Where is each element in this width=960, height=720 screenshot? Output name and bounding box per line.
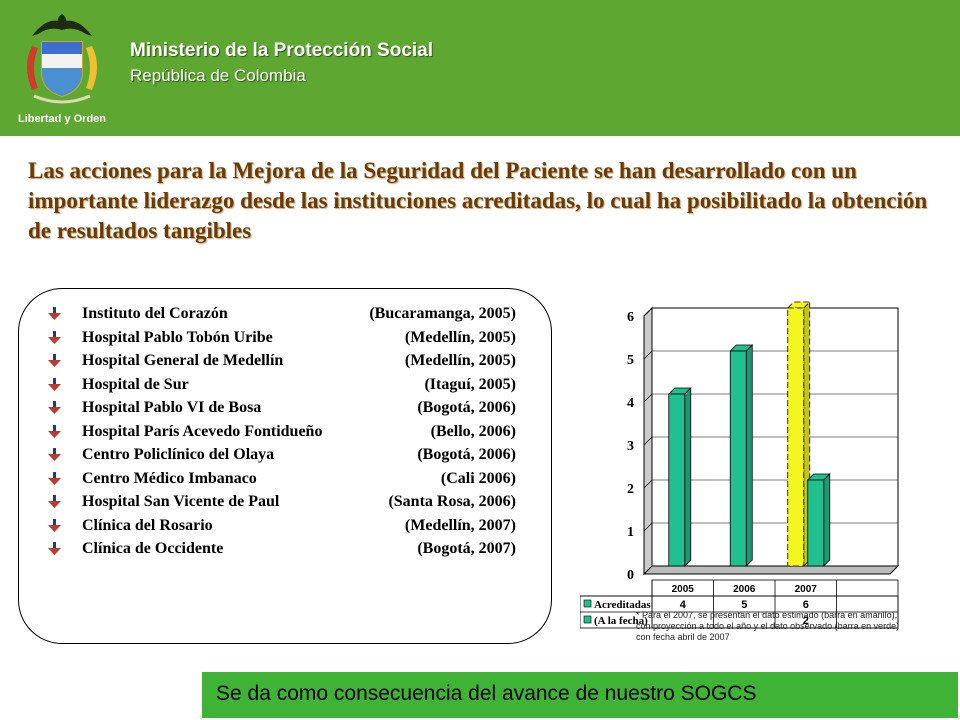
list-item: Hospital París Acevedo Fontidueño (Bello,… [46,420,516,444]
y-tick-label: 2 [627,482,634,497]
plot-floor [642,565,900,575]
institution-place: (Bello, 2006) [430,422,516,440]
headline: Las acciones para la Mejora de la Seguri… [28,158,928,243]
table-value: 5 [741,599,747,611]
institution-name: Hospital Pablo VI de Bosa [82,399,262,416]
bar-2006-side [745,344,753,567]
arrow-bullet-icon [48,401,61,414]
institution-place: (Bogotá, 2006) [417,446,516,463]
institution-name: Clínica del Rosario [82,516,213,534]
institutions-panel [18,288,552,644]
arrow-bullet-icon [48,424,61,438]
legend-label: (A la fecha) [594,615,648,627]
arrow-bullet-icon [48,542,61,555]
table-header-2006: 2006 [733,584,756,595]
conclusion-banner: Se da como consecuencia del avance de nu… [202,672,958,718]
institution-place: (Bogotá, 2006) [417,399,516,416]
list-item: Instituto del Corazón (Bucaramanga, 2005) [46,302,516,326]
institutions-list: Instituto del Corazón (Bucaramanga, 2005)… [46,302,516,561]
institution-name: Centro Médico Imbanaco [82,469,257,487]
list-item: Hospital General de Medellín (Medellín, 2… [46,349,516,373]
list-item: Hospital de Sur (Itaguí, 2005) [46,373,516,397]
chart-footnote: * Para el 2007, se presentan el dato est… [636,610,900,642]
institution-place: (Bogotá, 2007) [417,540,516,557]
list-item: Hospital Pablo VI de Bosa (Bogotá, 2006) [46,396,516,420]
institution-place: (Itaguí, 2005) [424,375,516,393]
arrow-bullet-icon [48,471,61,485]
gridline-diag [643,436,653,446]
gridline-diag [643,350,653,360]
institution-place: (Medellín, 2005) [404,352,516,369]
bar-2006 [729,350,747,567]
gridline-diag [643,479,653,489]
header-bar: Libertad y Orden Ministerio de la Protec… [0,0,960,136]
institution-name: Instituto del Corazón [82,305,228,322]
arrow-bullet-icon [48,518,61,532]
accreditation-chart: 0 1 2 3 4 5 6 2005 4 2006 5 2007 6 2 Acreditadas (A la … [580,301,900,629]
legend-swatch [583,599,592,608]
bar-2005-side [684,387,692,567]
legend-swatch [583,615,592,624]
arrow-bullet-icon [48,354,61,367]
ministry-name: Ministerio de la Protección Social [130,40,434,61]
table-value: 6 [803,599,809,611]
table-value: 4 [680,599,687,611]
arrow-bullet-icon [48,307,61,320]
institution-name: Clínica de Occidente [82,540,224,557]
bar-fecha-2007-side [823,473,831,567]
institution-name: Hospital General de Medellín [82,352,284,369]
motto-text: Libertad y Orden [18,113,106,125]
legend-label: Acreditadas [594,599,651,611]
list-item: Hospital Pablo Tobón Uribe (Medellín, 200… [46,326,516,350]
list-item: Hospital San Vicente de Paul (Santa Rosa,… [46,490,516,514]
y-tick-label: 6 [627,310,634,325]
list-item: Centro Médico Imbanaco (Cali 2006) [46,467,516,491]
table-value: 2 [803,615,809,627]
legend-frame [580,595,899,629]
gridline-diag [643,307,653,317]
y-tick-label: 3 [627,439,634,454]
list-item: Clínica de Occidente (Bogotá, 2007) [46,537,516,561]
gridline-diag [643,393,653,403]
institution-place: (Cali 2006) [440,469,516,487]
bar-fecha-2007 [807,479,825,567]
colombia-coat-of-arms-icon: Libertad y Orden [18,14,106,125]
banner-text: Se da como consecuencia del avance de nu… [216,682,757,705]
gridline-diag [643,522,653,532]
table-header-2005: 2005 [672,584,695,595]
institution-place: (Santa Rosa, 2006) [388,493,516,510]
institution-name: Hospital Pablo Tobón Uribe [82,328,273,346]
list-item: Clínica del Rosario (Medellín, 2007) [46,514,516,538]
y-tick-label: 4 [627,396,634,411]
institution-name: Centro Policlínico del Olaya [82,446,275,463]
institution-place: (Bucaramanga, 2005) [369,305,516,322]
institution-place: (Medellín, 2005) [404,328,516,346]
arrow-bullet-icon [48,495,61,508]
institution-place: (Medellín, 2007) [404,516,516,534]
institution-name: Hospital de Sur [82,375,189,393]
y-tick-label: 0 [627,568,634,583]
gridline-diag [643,565,653,575]
y-tick-label: 5 [627,353,634,368]
list-item: Centro Policlínico del Olaya (Bogotá, 200… [46,443,516,467]
arrow-bullet-icon [48,448,61,461]
arrow-bullet-icon [48,377,61,391]
table-header-2007: 2007 [795,584,818,595]
arrow-bullet-icon [48,330,61,344]
country-name: República de Colombia [130,66,306,85]
institution-name: Hospital París Acevedo Fontidueño [82,422,323,440]
bar-2007 [787,307,805,567]
bar-2005 [668,393,686,567]
institution-name: Hospital San Vicente de Paul [82,493,280,510]
y-tick-label: 1 [627,525,634,540]
